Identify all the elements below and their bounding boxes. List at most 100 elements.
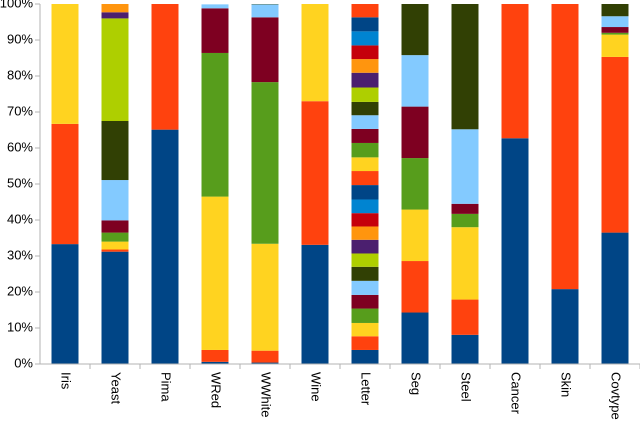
bar-segment (251, 4, 279, 18)
bar-segment (351, 336, 379, 350)
bar-segment (351, 280, 379, 295)
bar-segment (401, 106, 429, 159)
x-tick-label: Yeast (109, 372, 124, 404)
bar-segment (101, 12, 129, 19)
x-tick-label: Iris (59, 372, 74, 390)
bar-segment (551, 4, 579, 290)
bar-segment (351, 101, 379, 116)
bar-segment (351, 266, 379, 281)
bar-segment (501, 138, 529, 364)
bar-segment (201, 196, 229, 350)
bar-segment (451, 299, 479, 335)
bar-segment (351, 199, 379, 214)
bar-segment (551, 289, 579, 364)
x-tick-label: Cancer (509, 372, 524, 415)
bar-segment (51, 244, 79, 364)
y-tick-label: 10% (7, 319, 33, 334)
bar-segment (451, 4, 479, 130)
bar-segment (201, 52, 229, 197)
y-tick-label: 90% (7, 31, 33, 46)
bar-segment (351, 308, 379, 323)
bar-segment (601, 27, 629, 33)
x-tick-label: Wine (309, 372, 324, 402)
bar-segment (601, 16, 629, 28)
bar-segment (251, 243, 279, 351)
y-tick-label: 50% (7, 175, 33, 190)
y-tick-label: 0% (14, 355, 33, 370)
x-tick-label: WWhite (259, 372, 274, 418)
bar-segment (401, 4, 429, 56)
bar-segment (401, 261, 429, 313)
bar-segment (351, 213, 379, 227)
bar-segment (251, 362, 279, 364)
bar-segment (351, 171, 379, 186)
bar-segment (451, 203, 479, 214)
bar-segment (101, 121, 129, 181)
bar-segment (501, 4, 529, 139)
bar-segment (351, 185, 379, 200)
x-tick-label: WRed (209, 372, 224, 408)
bar-segment (351, 322, 379, 337)
bar-segment (351, 142, 379, 158)
bar-segment (351, 128, 379, 143)
bar-segment (201, 361, 229, 364)
bar-segment (101, 241, 129, 250)
bar-segment (351, 31, 379, 46)
bar-segment (101, 18, 129, 121)
bar-segment (201, 4, 229, 9)
x-tick-label: Covtype (609, 372, 624, 420)
bar-segment (251, 350, 279, 363)
bar-segment (101, 232, 129, 242)
x-tick-label: Seg (409, 372, 424, 395)
bar-segment (351, 45, 379, 60)
bar-segment (251, 17, 279, 83)
bar-segment (101, 249, 129, 252)
bar-segment (351, 157, 379, 172)
bar-segment (401, 55, 429, 107)
bar-segment (101, 180, 129, 221)
bar-segment (301, 4, 329, 102)
bar-segment (601, 32, 629, 35)
y-tick-label: 20% (7, 283, 33, 298)
bar-segment (351, 349, 379, 364)
x-tick-label: Steel (459, 372, 474, 402)
bar-segment (101, 251, 129, 364)
y-tick-label: 30% (7, 247, 33, 262)
y-tick-label: 40% (7, 211, 33, 226)
y-tick-label: 60% (7, 139, 33, 154)
bar-segment (451, 227, 479, 300)
bar-segment (351, 239, 379, 254)
bar-segment (351, 87, 379, 102)
bar-segment (301, 244, 329, 364)
bar-segment (351, 253, 379, 267)
bar-segment (51, 4, 79, 124)
bar-segment (101, 4, 129, 13)
bar-segment (251, 82, 279, 244)
y-tick-label: 80% (7, 67, 33, 82)
bar-segment (351, 59, 379, 73)
bar-segment (351, 226, 379, 240)
bar-segment (601, 232, 629, 364)
bar-segment (101, 220, 129, 233)
x-tick-label: Letter (359, 372, 374, 406)
bar-segment (151, 4, 179, 130)
bar-segment (451, 334, 479, 364)
bar-segment (601, 4, 629, 17)
bar-segment (451, 129, 479, 204)
y-tick-label: 100% (0, 0, 33, 10)
bar-segment (451, 213, 479, 228)
bar-segment (151, 129, 179, 364)
bar-segment (351, 4, 379, 18)
y-tick-label: 70% (7, 103, 33, 118)
bar-segment (351, 72, 379, 88)
bar-segment (51, 123, 79, 245)
bar-segment (401, 312, 429, 364)
bar-segment (401, 158, 429, 210)
bar-segment (351, 17, 379, 32)
bar-segment (601, 34, 629, 57)
bar-segment (301, 101, 329, 245)
bar-segment (351, 115, 379, 129)
x-tick-label: Skin (559, 372, 574, 397)
bar-segment (401, 209, 429, 262)
